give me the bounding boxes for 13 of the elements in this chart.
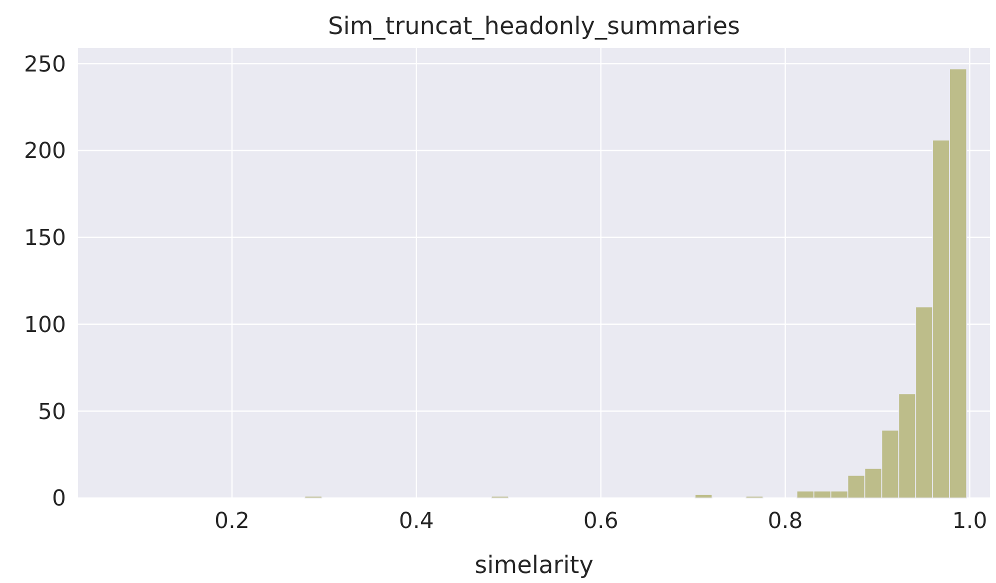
y-tick-label: 150 [24, 226, 66, 252]
x-tick-label: 0.6 [583, 509, 618, 534]
x-axis-title: simelarity [474, 551, 594, 579]
x-tick-label: 0.2 [214, 509, 250, 534]
y-tick-label: 0 [52, 486, 66, 512]
x-tick-label: 0.4 [398, 509, 434, 534]
y-tick-label: 100 [24, 312, 66, 338]
x-tick-label: 1.0 [952, 509, 988, 534]
y-tick-label: 200 [24, 139, 66, 164]
y-tick-label: 50 [38, 400, 66, 425]
x-tick-label: 0.8 [768, 509, 803, 534]
y-tick-label: 250 [24, 52, 66, 78]
chart-title: Sim_truncat_headonly_summaries [328, 12, 740, 40]
